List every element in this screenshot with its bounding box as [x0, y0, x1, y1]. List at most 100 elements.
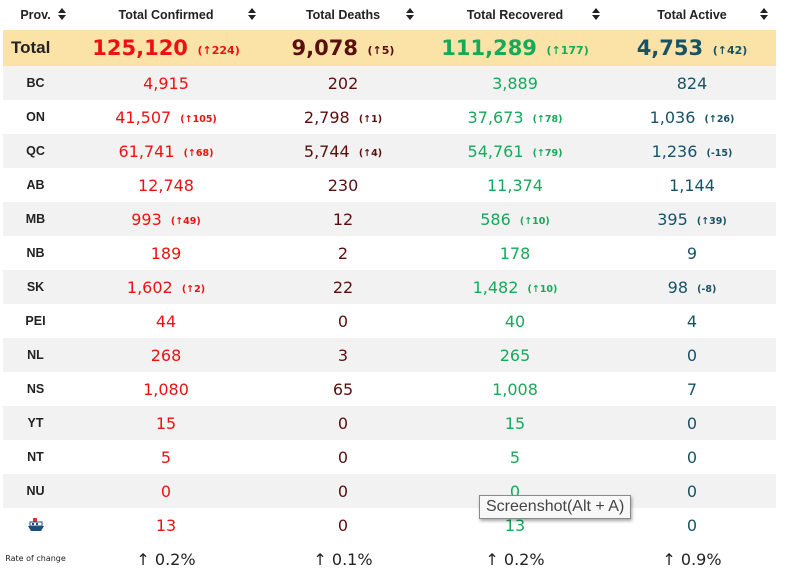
- active-header-label: Total Active: [657, 8, 727, 22]
- table-row: BC 4,915 202 3,889 824: [3, 66, 776, 100]
- deaths-cell: 0: [264, 474, 422, 508]
- deaths-change: (↑4): [358, 147, 383, 159]
- total-recovered-value: 111,289: [441, 36, 537, 60]
- deaths-cell: 0: [264, 508, 422, 542]
- recovered-value: 3,889: [492, 73, 538, 93]
- table-row: PEI 44 0 40 4: [3, 304, 776, 338]
- active-column-header[interactable]: Total Active: [608, 0, 776, 30]
- table-row: NT 5 0 5 0: [3, 440, 776, 474]
- recovered-value: 0: [509, 481, 521, 501]
- active-value: 9: [686, 243, 698, 263]
- active-cell: 4: [608, 304, 776, 338]
- recovered-value: 11,374: [487, 175, 543, 195]
- confirmed-change: (↑68): [183, 147, 214, 159]
- confirmed-cell: 61,741 (↑68): [68, 134, 264, 168]
- deaths-cell: 3: [264, 338, 422, 372]
- active-cell: 0: [608, 406, 776, 440]
- table-row: NB 189 2 178 9: [3, 236, 776, 270]
- province-code: NL: [3, 338, 68, 372]
- recovered-value: 54,761: [467, 141, 524, 161]
- confirmed-column-header[interactable]: Total Confirmed: [68, 0, 264, 30]
- deaths-value: 0: [337, 447, 349, 467]
- confirmed-change: (↑49): [170, 215, 201, 227]
- confirmed-value: 4,915: [143, 73, 189, 93]
- province-code: AB: [26, 178, 45, 192]
- sort-icon[interactable]: [58, 8, 66, 22]
- active-value: 0: [686, 447, 698, 467]
- deaths-value: 0: [337, 413, 349, 433]
- recovered-cell: 11,374: [422, 168, 608, 202]
- confirmed-value: 15: [155, 413, 177, 433]
- total-active-change: (↑42): [712, 44, 748, 57]
- deaths-cell: 12: [264, 202, 422, 236]
- active-value: 1,236: [651, 141, 698, 161]
- recovered-cell: 1,008: [422, 372, 608, 406]
- recovered-change: (↑10): [527, 283, 558, 295]
- recovered-change: (↑10): [519, 215, 550, 227]
- confirmed-value: 189: [150, 243, 182, 263]
- table-row: 13 0 13 0: [3, 508, 776, 542]
- total-recovered-change: (↑177): [546, 44, 589, 57]
- province-cell: [3, 508, 68, 542]
- province-code: NB: [26, 246, 45, 260]
- deaths-value: 65: [332, 379, 354, 399]
- sort-icon[interactable]: [592, 8, 600, 22]
- deaths-header-label: Total Deaths: [305, 8, 381, 22]
- confirmed-cell: 189: [68, 236, 264, 270]
- confirmed-header-label: Total Confirmed: [118, 8, 214, 22]
- sort-icon[interactable]: [760, 8, 768, 22]
- table-row: MB 993 (↑49) 12 586 (↑10) 395 (↑39): [3, 202, 776, 236]
- province-code: NT: [27, 450, 44, 464]
- prov-header-label: Prov.: [20, 8, 51, 22]
- confirmed-cell: 1,080: [68, 372, 264, 406]
- recovered-column-header[interactable]: Total Recovered: [422, 0, 608, 30]
- rate-confirmed: ↑ 0.2%: [136, 549, 196, 569]
- deaths-value: 2: [337, 243, 349, 263]
- province-code: SK: [3, 270, 68, 304]
- rate-of-change-label: Rate of change: [5, 554, 66, 563]
- active-cell: 824: [608, 66, 776, 100]
- province-code: NU: [3, 474, 68, 508]
- confirmed-value: 41,507: [115, 107, 172, 127]
- active-value: 7: [686, 379, 698, 399]
- confirmed-cell: 41,507 (↑105): [68, 100, 264, 134]
- recovered-value: 178: [499, 243, 531, 263]
- prov-column-header[interactable]: Prov.: [3, 0, 68, 30]
- table-row: NU 0 0 0 0: [3, 474, 776, 508]
- deaths-column-header[interactable]: Total Deaths: [264, 0, 422, 30]
- deaths-cell: 2: [264, 236, 422, 270]
- confirmed-cell: 993 (↑49): [68, 202, 264, 236]
- confirmed-value: 12,748: [138, 175, 194, 195]
- recovered-cell: 37,673 (↑78): [422, 100, 608, 134]
- confirmed-value: 13: [155, 515, 177, 535]
- deaths-value: 2,798: [303, 107, 350, 127]
- province-code: BC: [3, 66, 68, 100]
- header-row: Prov. Total Confirmed Total Deaths Total…: [3, 0, 776, 30]
- deaths-value: 3: [337, 345, 349, 365]
- active-cell: 395 (↑39): [608, 202, 776, 236]
- deaths-value: 0: [337, 311, 349, 331]
- sort-icon[interactable]: [248, 8, 256, 22]
- recovered-value: 13: [504, 515, 526, 535]
- confirmed-cell: 15: [68, 406, 264, 440]
- confirmed-value: 0: [160, 481, 172, 501]
- table-row: NL 268 3 265 0: [3, 338, 776, 372]
- deaths-cell: 202: [264, 66, 422, 100]
- table-row: AB 12,748 230 11,374 1,144: [3, 168, 776, 202]
- deaths-cell: 5,744 (↑4): [264, 134, 422, 168]
- active-cell: 1,236 (-15): [608, 134, 776, 168]
- total-active-cell: 4,753 (↑42): [608, 30, 776, 66]
- total-recovered-cell: 111,289 (↑177): [422, 30, 608, 66]
- confirmed-value: 61,741: [118, 141, 175, 161]
- deaths-cell: 22: [264, 270, 422, 304]
- active-cell: 1,144: [608, 168, 776, 202]
- total-active-value: 4,753: [636, 36, 704, 60]
- confirmed-value: 5: [160, 447, 172, 467]
- recovered-value: 37,673: [467, 107, 524, 127]
- total-confirmed-cell: 125,120 (↑224): [68, 30, 264, 66]
- table-row: ON 41,507 (↑105) 2,798 (↑1) 37,673 (↑78) 1,0…: [3, 100, 776, 134]
- table-row: NS 1,080 65 1,008 7: [3, 372, 776, 406]
- active-change: (-8): [697, 283, 717, 295]
- sort-icon[interactable]: [406, 8, 414, 22]
- recovered-value: 15: [504, 413, 526, 433]
